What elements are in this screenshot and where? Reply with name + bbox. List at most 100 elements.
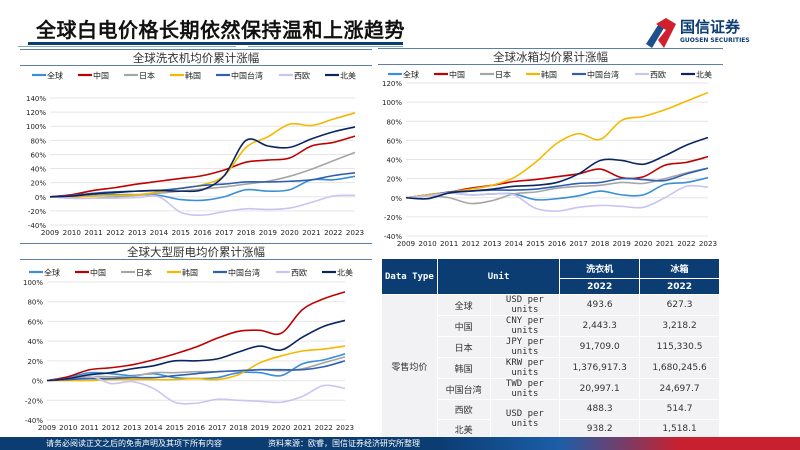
table-row: 中国台湾 TWD per units 20,997.1 24,697.7	[382, 378, 720, 400]
x-tick-label: 2011	[84, 228, 102, 237]
header-year: 2022	[639, 278, 720, 295]
legend-label: 全球	[44, 268, 60, 278]
y-tick-label: 100%	[26, 123, 46, 131]
page-title: 全球白电价格长期依然保持温和上涨趋势	[36, 18, 405, 42]
x-tick-label: 2011	[440, 239, 458, 248]
y-tick-label: 40%	[386, 157, 402, 165]
legend-label: 中国	[93, 71, 109, 81]
unit-cell: TWD per units	[489, 378, 561, 400]
legend-label: 中国台湾	[587, 70, 619, 80]
header-data-type: Data Type	[381, 258, 438, 295]
series-line-北美	[49, 126, 356, 198]
y-tick-label: 120%	[26, 109, 46, 117]
x-tick-label: 2019	[251, 423, 270, 432]
logo-subtext: GUOSEN SECURITIES	[680, 37, 750, 44]
price-table: Data Type Unit 洗衣机 冰箱 2022 2022 零售均价 全球 US…	[381, 258, 720, 440]
x-tick-label: 2022	[315, 423, 333, 432]
chart-title: 全球洗衣机均价累计涨幅	[20, 49, 372, 66]
unit-cell: JPY per units	[489, 336, 561, 358]
refrigerator-price: 1,680,245.6	[639, 357, 720, 379]
legend-label: 北美	[696, 70, 712, 80]
x-tick-label: 2016	[548, 239, 567, 248]
divider	[248, 46, 403, 47]
unit-cell: KRW per units	[489, 357, 561, 379]
washing-machine-price: 1,376,917.3	[559, 357, 641, 379]
x-tick-label: 2015	[172, 228, 190, 237]
refrigerator-price: 514.7	[639, 399, 720, 420]
x-tick-label: 2023	[346, 228, 364, 237]
table-row: 韩国 KRW per units 1,376,917.3 1,680,245.6	[382, 357, 720, 379]
group-label: 零售均价	[381, 293, 438, 440]
x-tick-label: 2012	[106, 228, 124, 237]
washing-machine-price: 2,443.3	[559, 315, 641, 337]
y-tick-label: 40%	[30, 166, 46, 174]
series-line-西欧	[46, 374, 346, 405]
y-tick-label: 20%	[27, 358, 43, 366]
chart-svg: -40%-20%0%20%40%60%80%100%120%140%2009 20…	[26, 71, 364, 238]
y-tick-label: 80%	[27, 299, 43, 307]
x-tick-label: 2018	[229, 423, 248, 432]
series-line-北美	[405, 136, 709, 200]
source-note: 资料来源：欧睿，国信证券经济研究所整理	[268, 439, 420, 448]
series-line-中国	[49, 135, 356, 198]
y-tick-label: 60%	[30, 151, 46, 159]
y-tick-label: 60%	[27, 318, 43, 326]
table-row: 零售均价 全球 USD per units 493.6 627.3	[381, 293, 720, 440]
x-tick-label: 2017	[569, 239, 587, 248]
washing-machine-price: 938.2	[559, 418, 641, 440]
region-cell: 中国	[436, 315, 491, 337]
legend-label: 北美	[337, 268, 353, 278]
series-line-北美	[46, 319, 346, 382]
legend-label: 日本	[495, 70, 511, 80]
table-row: 北美 938.2 1,518.1	[382, 418, 720, 440]
refrigerator-chart: 全球冰箱均价累计涨幅 -40% -20% 0% 20% 40% 60% 80% 100% 120…	[378, 48, 723, 252]
legend-label: 西欧	[650, 70, 666, 80]
series-line-西欧	[49, 194, 356, 216]
y-tick-label: 20%	[30, 180, 46, 188]
y-tick-label: -40%	[28, 222, 46, 230]
y-tick-label: 0%	[391, 195, 402, 203]
x-tick-label: 2016	[187, 423, 206, 432]
y-tick-label: 20%	[386, 176, 402, 184]
table-row: 日本 JPY per units 91,709.0 115,330.5	[382, 336, 720, 358]
x-tick-label: 2014	[505, 239, 524, 248]
x-tick-label: 2018	[237, 228, 256, 237]
chart-title: 全球冰箱均价累计涨幅	[378, 48, 723, 65]
x-tick-label: 2011	[80, 423, 98, 432]
series-line-中国台湾	[46, 360, 346, 382]
title-underline	[28, 42, 403, 45]
x-tick-label: 2019	[259, 228, 278, 237]
region-cell: 日本	[436, 336, 491, 358]
legend-label: 中国台湾	[228, 268, 260, 278]
logo-text: 国信证券	[680, 18, 741, 36]
logo: 国信证券 GUOSEN SECURITIES	[642, 14, 782, 50]
refrigerator-price: 627.3	[639, 294, 720, 316]
washing-machine-price: 91,709.0	[559, 336, 641, 358]
chart-title: 全球大型厨电均价累计涨幅	[20, 243, 372, 260]
x-tick-label: 2019	[613, 239, 632, 248]
disclaimer: 请务必阅读正文之后的免责声明及其项下所有内容	[46, 439, 222, 448]
table-row: 中国 CNY per units 2,443.3 3,218.2	[382, 315, 720, 337]
header-refrigerator: 冰箱	[639, 258, 720, 279]
x-tick-label: 2015	[526, 239, 544, 248]
series-line-西欧	[405, 184, 709, 212]
legend-label: 中国台湾	[231, 71, 263, 81]
refrigerator-price: 3,218.2	[639, 315, 720, 337]
washing-machine-price: 493.6	[559, 294, 641, 316]
x-tick-label: 2023	[699, 239, 717, 248]
header-unit: Unit	[436, 258, 561, 295]
y-tick-label: 80%	[386, 118, 402, 126]
washing-machine-chart: 全球洗衣机均价累计涨幅 -40% -20% 0% 20% 40% 60% 80% 100% 12…	[20, 49, 372, 240]
header-washing-machine: 洗衣机	[559, 258, 641, 279]
x-tick-label: 2021	[656, 239, 674, 248]
x-tick-label: 2014	[144, 423, 163, 432]
x-tick-label: 2009	[41, 228, 60, 237]
x-tick-label: 2014	[150, 228, 169, 237]
region-cell: 北美	[436, 418, 491, 440]
legend-label: 全球	[403, 70, 419, 80]
x-tick-label: 2016	[193, 228, 212, 237]
legend-label: 北美	[340, 71, 356, 81]
x-tick-label: 2021	[293, 423, 311, 432]
legend-label: 中国	[449, 70, 465, 80]
unit-cell: USD per units	[489, 398, 561, 440]
